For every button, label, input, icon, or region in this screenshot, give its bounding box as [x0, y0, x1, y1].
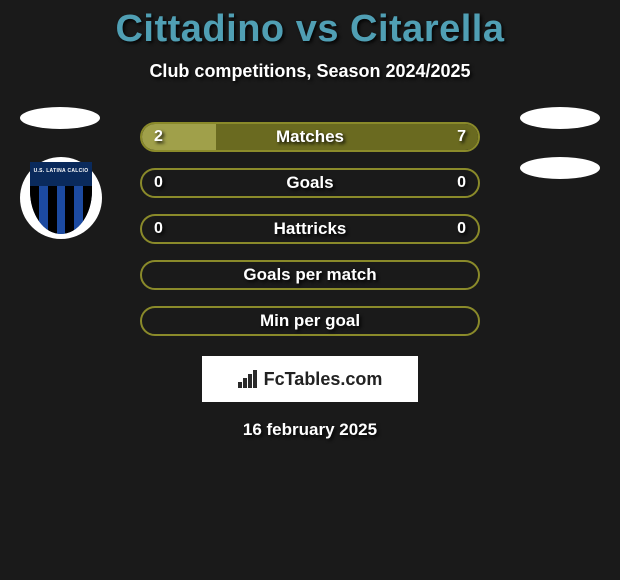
- subtitle: Club competitions, Season 2024/2025: [0, 61, 620, 82]
- stat-bar-min-per-goal: Min per goal: [140, 306, 480, 336]
- stat-bar-goals-per-match: Goals per match: [140, 260, 480, 290]
- player1-name: Cittadino: [115, 8, 284, 50]
- stat-label: Goals: [286, 173, 333, 193]
- stat-label: Hattricks: [274, 219, 347, 239]
- club-badge-latina: U.S. LATINA CALCIO: [20, 157, 102, 239]
- stats-section: U.S. LATINA CALCIO 2 7 Matches 0 0 Goals 0 0 Hat…: [0, 122, 620, 336]
- right-player-logos: [520, 107, 600, 207]
- stat-label: Goals per match: [243, 265, 376, 285]
- player1-placeholder-icon: [20, 107, 100, 129]
- vs-text: vs: [296, 8, 339, 50]
- stat-label: Matches: [276, 127, 344, 147]
- stat-label: Min per goal: [260, 311, 360, 331]
- player2-placeholder-icon-1: [520, 107, 600, 129]
- bar-fill-right: [216, 124, 478, 150]
- fctables-chart-icon: [238, 370, 258, 388]
- stat-bar-goals: 0 0 Goals: [140, 168, 480, 198]
- stat-bar-matches: 2 7 Matches: [140, 122, 480, 152]
- stat-left-value: 0: [154, 174, 163, 192]
- stat-left-value: 0: [154, 220, 163, 238]
- date-label: 16 february 2025: [0, 420, 620, 440]
- comparison-title: Cittadino vs Citarella: [0, 0, 620, 51]
- stat-bar-hattricks: 0 0 Hattricks: [140, 214, 480, 244]
- stat-right-value: 0: [457, 174, 466, 192]
- fctables-label: FcTables.com: [264, 369, 383, 390]
- stat-right-value: 0: [457, 220, 466, 238]
- stat-bars-container: 2 7 Matches 0 0 Goals 0 0 Hattricks Goals per mat…: [140, 122, 480, 336]
- player2-placeholder-icon-2: [520, 157, 600, 179]
- fctables-badge: FcTables.com: [202, 356, 418, 402]
- left-player-logos: U.S. LATINA CALCIO: [20, 107, 102, 239]
- club-badge-text: U.S. LATINA CALCIO: [30, 168, 92, 174]
- stat-right-value: 7: [457, 128, 466, 146]
- player2-name: Citarella: [350, 8, 504, 50]
- stat-left-value: 2: [154, 128, 163, 146]
